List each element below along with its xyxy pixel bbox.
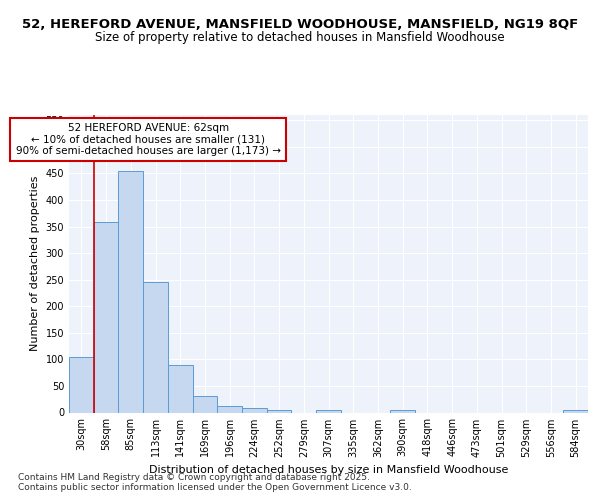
Bar [118,171,143,412]
Bar [242,408,267,412]
Bar [69,356,94,412]
Y-axis label: Number of detached properties: Number of detached properties [30,176,40,352]
Bar [143,282,168,412]
Bar [217,406,242,412]
Bar [316,410,341,412]
Text: Contains HM Land Registry data © Crown copyright and database right 2025.
Contai: Contains HM Land Registry data © Crown c… [18,472,412,492]
Bar [267,410,292,412]
Bar [193,396,217,412]
Bar [168,364,193,412]
Text: 52 HEREFORD AVENUE: 62sqm
← 10% of detached houses are smaller (131)
90% of semi: 52 HEREFORD AVENUE: 62sqm ← 10% of detac… [16,123,281,156]
Text: Size of property relative to detached houses in Mansfield Woodhouse: Size of property relative to detached ho… [95,31,505,44]
X-axis label: Distribution of detached houses by size in Mansfield Woodhouse: Distribution of detached houses by size … [149,465,508,475]
Bar [94,222,118,412]
Text: 52, HEREFORD AVENUE, MANSFIELD WOODHOUSE, MANSFIELD, NG19 8QF: 52, HEREFORD AVENUE, MANSFIELD WOODHOUSE… [22,18,578,30]
Bar [563,410,588,412]
Bar [390,410,415,412]
